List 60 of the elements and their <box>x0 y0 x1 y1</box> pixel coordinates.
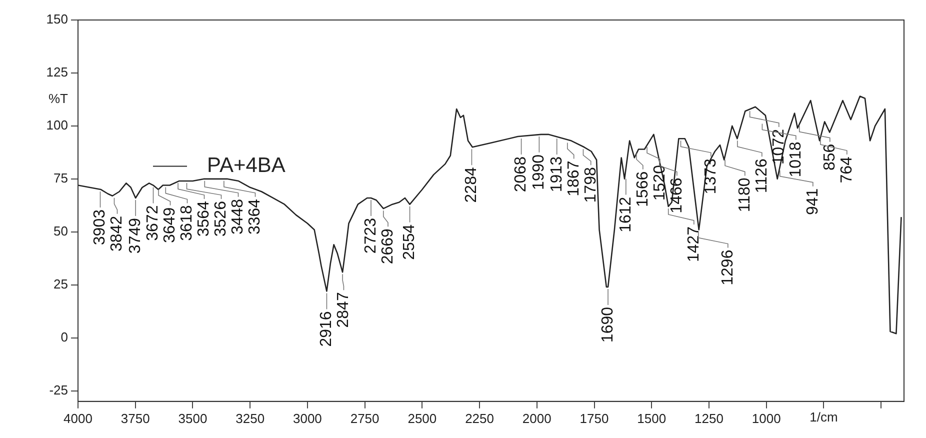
x-tick-label: 4000 <box>64 410 92 426</box>
annotation: 2068 <box>512 156 530 192</box>
annotation: 2847 <box>335 292 352 328</box>
annotation: 1520 <box>651 164 668 201</box>
annotation: 2916 <box>318 311 336 347</box>
annotation: 3903 <box>92 209 109 246</box>
annotation: 1566 <box>634 171 652 207</box>
y-axis-title: %T <box>48 91 68 106</box>
x-tick-label: 2750 <box>350 410 380 426</box>
x-tick-label: 3000 <box>292 410 322 426</box>
y-tick-label: 50 <box>54 223 68 238</box>
x-tick-label: 2000 <box>522 410 552 426</box>
annotation: 1612 <box>617 196 634 232</box>
annotation: 3618 <box>178 205 196 241</box>
y-tick-label: 0 <box>60 329 68 344</box>
y-tick-label: 75 <box>54 170 68 186</box>
x-tick-label: 1000 <box>752 410 781 426</box>
annotation: 3749 <box>126 218 144 254</box>
annotation: 3842 <box>108 216 126 252</box>
annotation: 1427 <box>685 226 702 262</box>
x-tick-label: 2500 <box>408 410 437 426</box>
annotation: 1018 <box>787 142 804 178</box>
annotation: 3448 <box>230 198 247 235</box>
y-tick-label: 125 <box>46 64 68 80</box>
x-tick-label: 3250 <box>236 410 265 426</box>
y-tick-label: 100 <box>46 118 68 133</box>
annotation: 941 <box>804 188 822 216</box>
annotation: 1373 <box>702 158 720 194</box>
y-tick-label: 150 <box>46 12 68 27</box>
annotation: 3526 <box>212 200 230 237</box>
annotation: 3564 <box>196 200 213 237</box>
annotation: 1913 <box>548 156 566 192</box>
x-tick-label: 2250 <box>465 410 494 426</box>
legend-label: PA+4BA <box>207 154 286 177</box>
annotation: 1867 <box>565 160 582 196</box>
annotation: 2554 <box>401 224 418 260</box>
x-axis-title: 1/cm <box>810 409 838 424</box>
annotation: 2284 <box>463 167 480 203</box>
annotation: 856 <box>821 144 838 171</box>
annotation: 1690 <box>599 306 616 343</box>
annotation: 764 <box>838 156 856 184</box>
annotation: 1126 <box>753 158 770 194</box>
annotation: 1180 <box>736 178 754 212</box>
annotation: 3672 <box>144 205 162 241</box>
x-tick-label: 1500 <box>637 410 666 426</box>
y-tick-label: -25 <box>49 382 68 398</box>
annotation: 1072 <box>770 128 788 165</box>
x-tick-label: 1250 <box>694 410 724 426</box>
annotation: 3649 <box>162 207 179 243</box>
annotation: 1798 <box>582 167 600 203</box>
annotation: 1296 <box>719 250 736 286</box>
x-tick-label: 3500 <box>178 410 208 426</box>
y-tick-label: 25 <box>54 276 68 292</box>
annotation: 1466 <box>668 178 686 214</box>
annotation: 2669 <box>379 228 396 264</box>
x-tick-label: 3750 <box>120 410 150 426</box>
annotation: 3364 <box>246 198 264 235</box>
x-tick-label: 1750 <box>580 410 609 426</box>
annotation: 2723 <box>362 218 380 254</box>
annotation: 1990 <box>530 154 548 190</box>
